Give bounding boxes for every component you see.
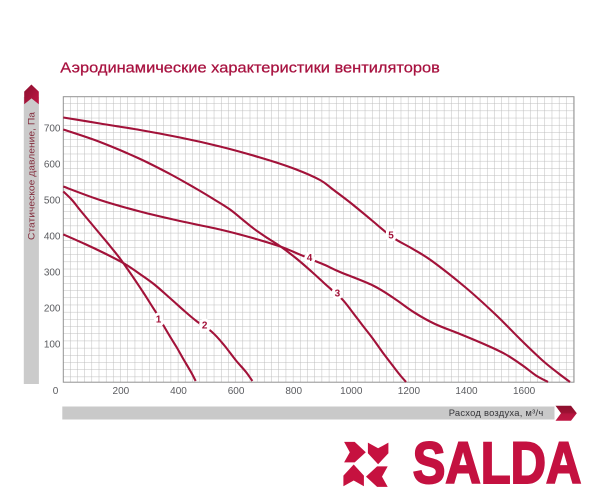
- svg-text:600: 600: [228, 386, 245, 397]
- svg-text:1000: 1000: [340, 386, 363, 397]
- svg-text:100: 100: [44, 340, 61, 351]
- svg-text:3: 3: [335, 288, 341, 299]
- svg-text:200: 200: [44, 304, 61, 315]
- svg-text:5: 5: [388, 231, 394, 242]
- svg-text:Аэродинамические характеристик: Аэродинамические характеристики вентилят…: [60, 60, 440, 76]
- svg-text:1400: 1400: [455, 386, 478, 397]
- svg-text:1600: 1600: [513, 386, 536, 397]
- svg-text:800: 800: [285, 386, 302, 397]
- svg-text:1200: 1200: [398, 386, 421, 397]
- svg-text:Статическое давление, Па: Статическое давление, Па: [27, 111, 37, 240]
- svg-text:500: 500: [44, 196, 61, 207]
- svg-text:0: 0: [53, 386, 59, 397]
- svg-text:2: 2: [202, 321, 208, 332]
- svg-text:Расход воздуха, м³/ч: Расход воздуха, м³/ч: [449, 407, 544, 418]
- svg-text:400: 400: [170, 386, 187, 397]
- svg-text:4: 4: [307, 253, 313, 264]
- svg-text:400: 400: [44, 232, 61, 243]
- svg-text:600: 600: [44, 160, 61, 171]
- svg-text:1: 1: [156, 315, 162, 326]
- svg-text:700: 700: [44, 124, 61, 135]
- svg-text:300: 300: [44, 268, 61, 279]
- svg-text:SALDA: SALDA: [413, 431, 582, 496]
- svg-text:200: 200: [113, 386, 130, 397]
